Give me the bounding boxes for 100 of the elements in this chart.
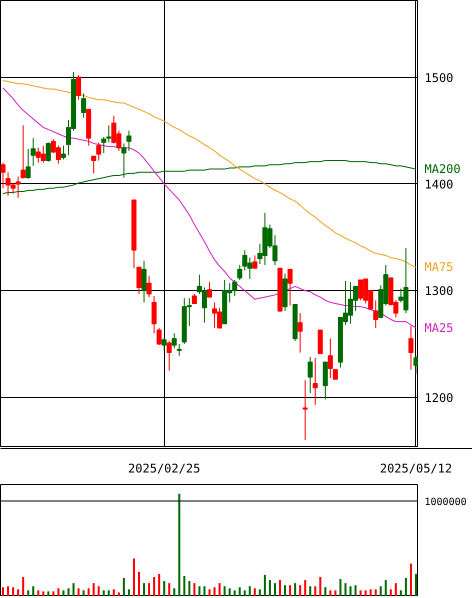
candlestick xyxy=(152,296,157,334)
candlestick xyxy=(30,138,36,166)
candlestick xyxy=(298,312,303,354)
candlestick xyxy=(308,356,313,394)
bar xyxy=(42,591,44,596)
bar xyxy=(163,581,166,596)
bar xyxy=(168,583,170,596)
bar xyxy=(153,576,156,596)
candlestick xyxy=(60,145,66,160)
bar xyxy=(173,588,176,596)
bar xyxy=(390,589,392,596)
bar xyxy=(334,590,336,596)
series-label: MA25 xyxy=(424,321,454,336)
bar xyxy=(22,576,24,596)
bar xyxy=(208,589,211,596)
bar xyxy=(304,580,306,596)
bar xyxy=(299,585,302,596)
candlestick xyxy=(136,266,142,294)
bar xyxy=(354,585,357,596)
bar xyxy=(7,586,10,596)
bar xyxy=(218,583,221,596)
bar xyxy=(203,586,206,596)
bar xyxy=(78,588,80,596)
bar xyxy=(12,587,14,596)
y-tick-label: 1400 xyxy=(424,177,454,192)
candlestick xyxy=(81,92,86,118)
bar xyxy=(264,574,266,596)
bar xyxy=(364,590,367,596)
bar xyxy=(37,590,40,596)
bar xyxy=(324,587,326,596)
line-series xyxy=(2,87,416,329)
y-tick-label: 1200 xyxy=(424,390,454,405)
candlestick xyxy=(328,338,333,379)
bar xyxy=(143,583,146,596)
bar xyxy=(404,578,407,596)
x-tick-label: 2025/05/12 xyxy=(380,462,452,476)
bar xyxy=(414,574,417,596)
candlestick xyxy=(146,275,152,298)
bar xyxy=(128,589,130,596)
candlestick xyxy=(76,74,82,100)
x-tick-label: 2025/02/25 xyxy=(128,462,200,476)
bar xyxy=(394,583,397,596)
bar xyxy=(289,585,292,596)
bar xyxy=(319,576,322,596)
bar xyxy=(314,586,316,596)
bar xyxy=(234,590,236,596)
bar xyxy=(102,590,105,596)
bar xyxy=(370,589,372,596)
candlestick xyxy=(156,328,162,346)
bar xyxy=(268,580,271,596)
bar xyxy=(82,590,85,596)
bar xyxy=(88,588,90,596)
bar xyxy=(67,588,70,596)
candlestick xyxy=(26,148,31,180)
candlestick xyxy=(16,176,21,198)
bar xyxy=(132,558,135,596)
candlestick xyxy=(318,330,323,354)
candlestick xyxy=(206,282,212,298)
bar xyxy=(224,586,226,596)
candlestick xyxy=(192,293,197,304)
bar xyxy=(309,586,312,596)
bar xyxy=(47,591,50,596)
bar xyxy=(108,590,110,596)
bar xyxy=(27,590,30,596)
candlestick xyxy=(373,300,378,329)
candlestick xyxy=(332,369,338,380)
bar xyxy=(122,578,125,596)
bar xyxy=(148,583,150,596)
bar xyxy=(244,590,246,596)
bar xyxy=(178,494,180,596)
candlestick xyxy=(172,332,177,349)
bar xyxy=(72,583,75,596)
series-label: MA200 xyxy=(424,162,461,176)
bar xyxy=(193,583,196,596)
bar xyxy=(410,564,412,596)
bar xyxy=(284,585,286,596)
bar xyxy=(98,586,100,596)
bar xyxy=(374,589,377,596)
candlestick xyxy=(0,162,6,189)
candlestick xyxy=(91,156,96,174)
series-label: MA75 xyxy=(424,260,454,274)
bar xyxy=(2,587,4,596)
bar xyxy=(228,588,231,596)
bar xyxy=(62,590,64,596)
candlestick xyxy=(252,254,258,269)
candlestick xyxy=(126,130,132,152)
bar xyxy=(329,590,332,596)
bar xyxy=(92,583,95,596)
candlestick xyxy=(288,268,293,306)
candlestick xyxy=(413,355,418,374)
text: 1000000 xyxy=(424,496,467,508)
candlestick xyxy=(96,142,102,162)
bar xyxy=(183,576,186,596)
bar xyxy=(279,580,282,596)
candlestick xyxy=(322,362,328,400)
bar xyxy=(17,589,20,596)
y-tick-label: 1500 xyxy=(424,70,454,85)
bar xyxy=(248,586,251,596)
bar xyxy=(258,589,261,596)
candlestick xyxy=(101,136,106,154)
